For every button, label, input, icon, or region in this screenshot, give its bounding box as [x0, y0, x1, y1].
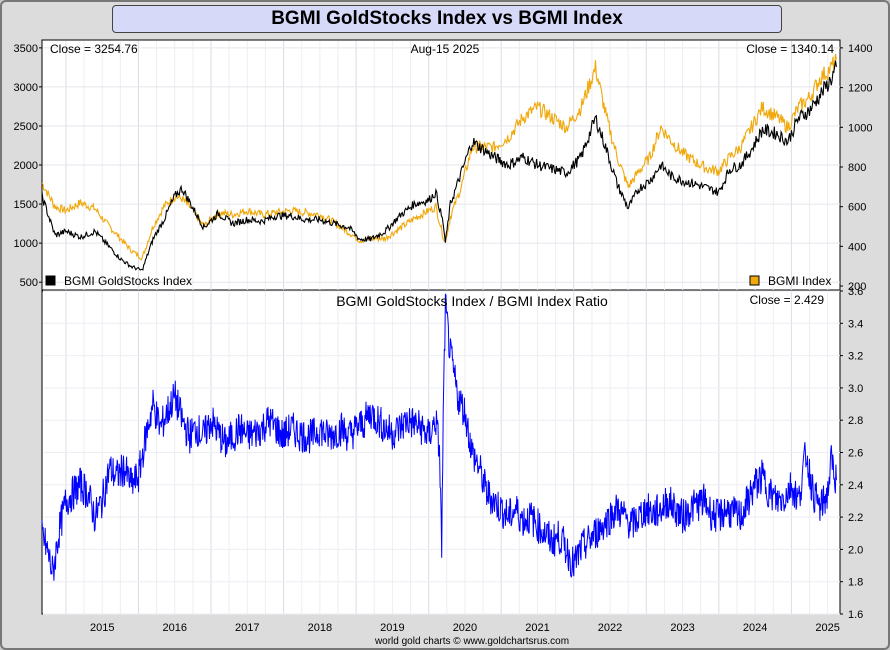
top-lines	[41, 53, 837, 271]
right-tick-label: 1400	[848, 43, 872, 55]
x-tick-label: 2015	[90, 622, 114, 634]
top-left-axis: 500 1000 1500 2000 2500 3000 3500	[14, 43, 42, 289]
top-right-axis: 200 400 600 800 1000 1200 1400	[840, 43, 872, 293]
ratio-tick-label: 2.0	[848, 544, 863, 556]
x-tick-label: 2024	[743, 622, 767, 634]
ratio-title: BGMI GoldStocks Index / BGMI Index Ratio	[336, 293, 608, 309]
x-tick-label: 2023	[670, 622, 694, 634]
ratio-tick-label: 3.4	[848, 318, 863, 330]
right-tick-label: 800	[848, 162, 866, 174]
x-tick-label: 2019	[380, 622, 404, 634]
left-tick-label: 2500	[14, 121, 38, 133]
footer-credit: world gold charts © www.goldchartsrus.co…	[374, 636, 569, 647]
left-tick-label: 1500	[14, 199, 38, 211]
top-right-close-label: Close = 1340.14	[746, 42, 834, 56]
left-tick-label: 3000	[14, 82, 38, 94]
legend-swatch-gold-index	[749, 275, 760, 286]
right-tick-label: 200	[848, 281, 866, 293]
ratio-tick-label: 2.6	[848, 448, 863, 460]
x-tick-label: 2016	[163, 622, 187, 634]
left-tick-label: 500	[20, 277, 38, 289]
bottom-right-axis: 1.6 1.8 2.0 2.2 2.4 2.6 2.8 3.0 3.2 3.4 3.6	[840, 286, 863, 621]
x-axis: 2015 2016 2017 2018 2019 2020 2021 2022 2023 2024…	[90, 622, 840, 634]
bottom-lines	[41, 293, 837, 581]
ratio-close-label: Close = 2.429	[750, 293, 825, 307]
right-tick-label: 1000	[848, 122, 872, 134]
x-tick-label: 2017	[235, 622, 259, 634]
ratio-tick-label: 3.0	[848, 383, 863, 395]
ratio-tick-label: 3.2	[848, 351, 863, 363]
x-tick-label: 2018	[308, 622, 332, 634]
right-tick-label: 1200	[848, 83, 872, 95]
left-tick-label: 2000	[14, 160, 38, 172]
legend-label-gold-index: BGMI Index	[768, 274, 831, 288]
series-line-gold-index	[41, 53, 837, 261]
ratio-tick-label: 2.2	[848, 512, 863, 524]
x-tick-label: 2025	[815, 622, 839, 634]
ratio-tick-label: 2.8	[848, 415, 863, 427]
x-tick-label: 2021	[525, 622, 549, 634]
left-tick-label: 3500	[14, 43, 38, 55]
right-tick-label: 600	[848, 202, 866, 214]
chart-title: BGMI GoldStocks Index vs BGMI Index	[112, 5, 782, 33]
x-tick-label: 2022	[598, 622, 622, 634]
ratio-tick-label: 2.4	[848, 480, 863, 492]
top-left-close-label: Close = 3254.76	[50, 42, 138, 56]
right-tick-label: 400	[848, 241, 866, 253]
legend-label-gold-stocks: BGMI GoldStocks Index	[64, 274, 192, 288]
ratio-tick-label: 3.6	[848, 286, 863, 298]
ratio-tick-label: 1.6	[848, 609, 863, 621]
ratio-tick-label: 1.8	[848, 577, 863, 589]
legend-swatch-gold-stocks	[45, 275, 56, 286]
top-date-label: Aug-15 2025	[411, 42, 480, 56]
series-line-ratio	[41, 293, 837, 581]
left-tick-label: 1000	[14, 238, 38, 250]
series-line-gold-stocks	[41, 60, 837, 271]
x-tick-label: 2020	[453, 622, 477, 634]
